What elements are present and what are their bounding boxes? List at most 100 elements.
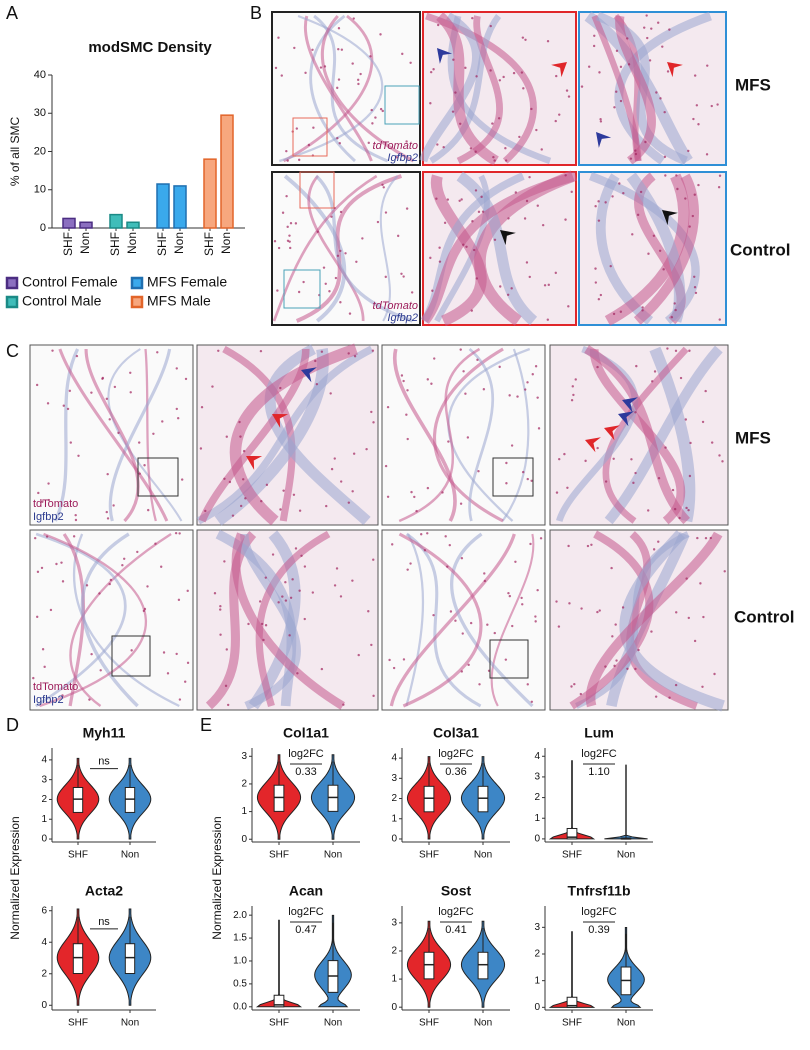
cell (558, 457, 561, 461)
box (327, 784, 339, 812)
cell (432, 68, 435, 71)
cell (370, 643, 373, 647)
cell (460, 198, 463, 201)
cell (587, 65, 591, 68)
cell (242, 449, 246, 453)
cell (406, 568, 409, 571)
cell (634, 152, 638, 156)
cell (370, 410, 373, 414)
annotation: log2FC (288, 748, 324, 760)
cell (129, 371, 132, 375)
cell (718, 454, 721, 457)
legend-label: Control Female (22, 274, 118, 290)
cell (594, 281, 598, 284)
cell (618, 182, 621, 185)
cell (330, 215, 333, 218)
tissue (264, 344, 371, 526)
tissue (315, 174, 413, 323)
x-tick-label: SHF (269, 850, 289, 861)
cell (525, 199, 529, 203)
cell (369, 55, 372, 58)
cell (528, 275, 531, 279)
cell (598, 71, 601, 74)
cell (142, 609, 146, 613)
annotation: ns (98, 756, 110, 768)
cell (334, 276, 338, 280)
y-tick-label: 2 (391, 793, 397, 804)
annotation: log2FC (581, 748, 617, 760)
cell (510, 287, 513, 290)
cell (228, 480, 232, 484)
x-tick-label: Non (78, 232, 92, 254)
tissue (435, 12, 499, 166)
cell (371, 349, 375, 352)
cell (717, 185, 721, 189)
x-tick-label: SHF (419, 850, 439, 861)
cell (537, 427, 541, 430)
cell (693, 275, 696, 278)
cell (289, 246, 292, 250)
tissue (450, 532, 534, 708)
cell (359, 72, 362, 76)
cell (696, 536, 699, 540)
cell (508, 394, 511, 397)
annotation: ns (98, 916, 110, 928)
cell (670, 316, 674, 319)
row-label: Control (730, 240, 790, 259)
cell (679, 376, 683, 380)
tissue (398, 347, 481, 523)
cell (706, 64, 709, 67)
y-axis-label: Normalized Expression (210, 816, 224, 939)
cell (88, 698, 91, 701)
row-label: Control (734, 607, 794, 626)
cell (438, 260, 442, 263)
cell (597, 298, 601, 301)
panel-label: A (6, 3, 18, 23)
cell (530, 107, 533, 111)
box (477, 785, 489, 813)
tissue (392, 348, 457, 522)
arrowhead (246, 456, 263, 470)
x-tick-label: Non (219, 232, 233, 254)
cell (333, 457, 336, 460)
cell (507, 217, 510, 220)
cell (325, 504, 328, 508)
cell (355, 260, 358, 263)
cell (469, 147, 473, 150)
cell (286, 225, 289, 229)
cell (721, 460, 724, 463)
cell (177, 598, 181, 602)
cell (443, 221, 447, 225)
y-tick-label: 0 (40, 222, 46, 234)
cell (176, 417, 180, 420)
cell (347, 501, 351, 504)
tissue (604, 345, 723, 525)
cell (395, 156, 399, 159)
cell (384, 464, 388, 468)
cell (276, 289, 279, 292)
cell (401, 52, 404, 56)
cell (442, 145, 445, 149)
cell (438, 246, 441, 249)
y-tick-label: 0 (41, 834, 47, 845)
cell (474, 150, 477, 153)
cell (108, 582, 111, 586)
cell (288, 634, 291, 637)
cell (474, 189, 478, 192)
x-tick-label: SHF (202, 232, 216, 256)
cell (521, 470, 525, 474)
cell (655, 91, 658, 94)
cell (239, 504, 243, 508)
cell (671, 488, 675, 492)
cell (636, 213, 640, 217)
cell (225, 648, 228, 651)
y-tick-label: 0 (41, 1000, 47, 1011)
cell (353, 355, 357, 358)
cell (106, 517, 110, 520)
cell (580, 85, 584, 88)
bar (109, 213, 123, 229)
tissue (633, 173, 699, 325)
x-tick-label: SHF (269, 1018, 289, 1029)
cell (684, 197, 687, 200)
cell (451, 110, 455, 113)
